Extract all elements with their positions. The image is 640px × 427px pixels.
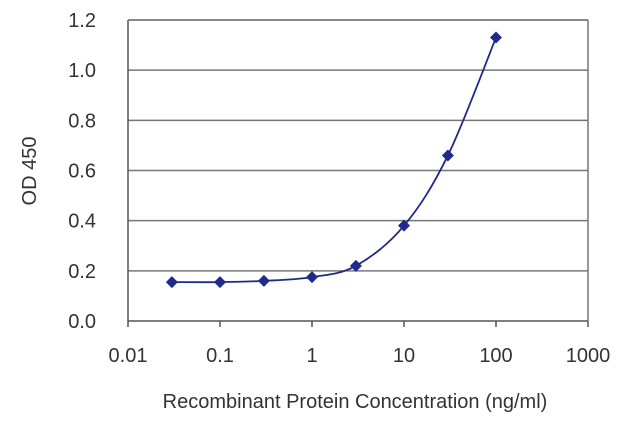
data-point [214,276,226,289]
x-tick-label: 0.1 [206,345,234,367]
x-tick-label: 100 [479,345,512,367]
data-point [257,274,270,287]
y-tick-label: 0.8 [68,110,96,132]
grid-lines [128,19,588,272]
data-point [398,219,410,232]
x-tick-label: 10 [393,345,415,367]
y-tick-label: 0.2 [68,261,96,283]
y-tick-label: 1.2 [68,10,96,32]
data-point [490,31,502,44]
data-point [441,149,454,162]
y-tick-label: 0.4 [68,211,96,233]
x-tick-label: 1 [306,345,317,367]
x-tick-label: 0.01 [109,345,148,367]
y-tick-label: 0.6 [68,161,96,183]
x-tick-labels: 0.01 0.1 1 10 100 1000 [109,345,611,367]
series-layer [165,31,502,289]
data-point [349,259,362,272]
y-tick-label: 0.0 [68,311,96,333]
y-tick-labels: 0.0 0.2 0.4 0.6 0.8 1.0 1.2 [68,10,96,333]
x-axis-label: Recombinant Protein Concentration (ng/ml… [163,391,548,413]
x-tick-label: 1000 [566,345,611,367]
axes [127,19,589,327]
data-point [306,271,318,284]
y-axis-label: OD 450 [19,137,41,206]
data-point [165,276,178,289]
y-tick-label: 1.0 [68,60,96,82]
